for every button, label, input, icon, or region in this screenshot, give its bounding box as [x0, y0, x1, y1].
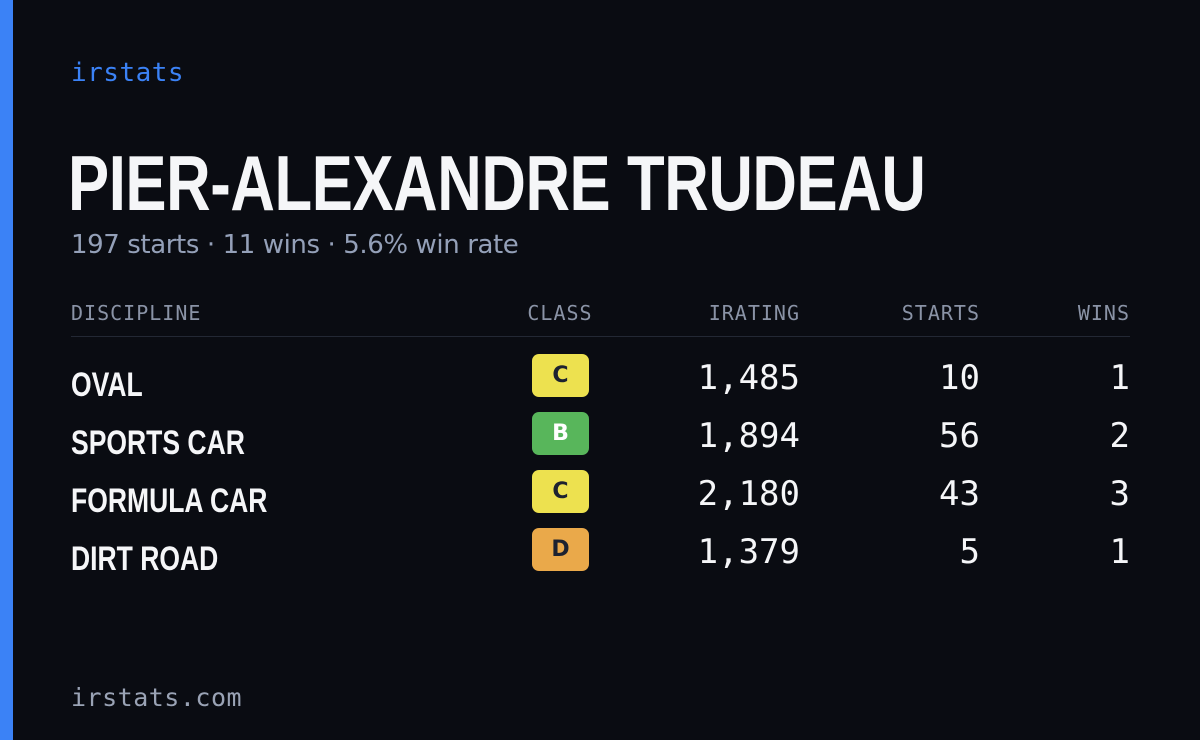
driver-summary: 197 starts · 11 wins · 5.6% win rate — [71, 230, 519, 260]
brand-logo[interactable]: irstats — [71, 58, 185, 88]
discipline-name: DIRT ROAD — [71, 540, 219, 578]
license-class-badge: C — [532, 354, 589, 397]
wins-value: 1 — [1109, 532, 1130, 572]
header-class: CLASS — [527, 301, 593, 325]
irating-value: 1,485 — [697, 358, 800, 398]
discipline-name: FORMULA CAR — [71, 482, 268, 520]
discipline-table: OVAL C 1,485 10 1 SPORTS CAR B 1,894 56 … — [71, 350, 1130, 582]
discipline-name: OVAL — [71, 366, 143, 404]
irating-value: 2,180 — [697, 474, 800, 514]
wins-value: 1 — [1109, 358, 1130, 398]
irating-value: 1,379 — [697, 532, 800, 572]
wins-value: 3 — [1109, 474, 1130, 514]
header-wins: WINS — [1077, 301, 1130, 325]
footer-url[interactable]: irstats.com — [71, 683, 243, 712]
table-row: FORMULA CAR C 2,180 43 3 — [71, 466, 1130, 524]
license-class-badge: D — [532, 528, 589, 571]
irating-value: 1,894 — [697, 416, 800, 456]
starts-value: 43 — [939, 474, 980, 514]
discipline-name: SPORTS CAR — [71, 424, 245, 462]
header-irating: IRATING — [708, 301, 800, 325]
header-starts: STARTS — [901, 301, 980, 325]
license-class-badge: C — [532, 470, 589, 513]
driver-name: PIER-ALEXANDRE TRUDEAU — [68, 139, 926, 227]
table-row: OVAL C 1,485 10 1 — [71, 350, 1130, 408]
starts-value: 5 — [959, 532, 980, 572]
table-row: DIRT ROAD D 1,379 5 1 — [71, 524, 1130, 582]
starts-value: 56 — [939, 416, 980, 456]
wins-value: 2 — [1109, 416, 1130, 456]
table-row: SPORTS CAR B 1,894 56 2 — [71, 408, 1130, 466]
table-header: DISCIPLINE CLASS IRATING STARTS WINS — [71, 298, 1130, 337]
header-discipline: DISCIPLINE — [71, 301, 202, 325]
license-class-badge: B — [532, 412, 589, 455]
accent-bar — [0, 0, 13, 740]
starts-value: 10 — [939, 358, 980, 398]
